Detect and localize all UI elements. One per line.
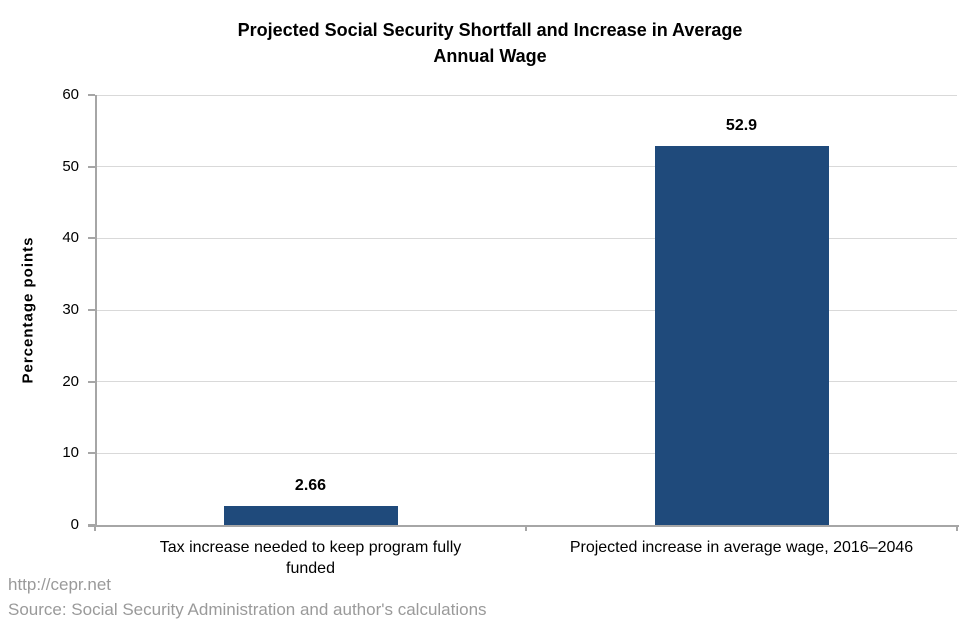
y-tick-mark (88, 165, 95, 168)
gridline (95, 237, 957, 239)
x-tick-mark (94, 525, 96, 531)
footer-url: http://cepr.net (8, 575, 112, 594)
chart-footer: http://cepr.net Source: Social Security … (8, 572, 487, 622)
gridline (95, 452, 957, 454)
plot-area: 0 10 20 30 40 50 60 2.66 Tax increase needed to … (62, 86, 959, 577)
gridline (95, 381, 957, 383)
y-tick-label: 0 (70, 516, 79, 533)
gridline (95, 309, 957, 311)
y-tick-label: 10 (62, 444, 79, 462)
y-tick-mark (88, 94, 95, 96)
y-tick-mark (88, 452, 95, 455)
y-tick-mark (88, 380, 95, 383)
gridline (95, 94, 957, 96)
y-axis-line (95, 95, 97, 527)
y-tick-label: 20 (62, 372, 79, 390)
x-axis-line (88, 525, 959, 527)
y-tick-mark (88, 309, 95, 311)
y-tick-label: 60 (62, 86, 79, 103)
footer-source: Source: Social Security Administration a… (8, 600, 487, 619)
bar (654, 145, 829, 525)
bar-value-label: 2.66 (294, 476, 327, 494)
y-tick-label: 40 (62, 229, 79, 247)
bar-value-label: 52.9 (725, 116, 758, 134)
y-tick-mark (88, 524, 95, 526)
category-label: Tax increase needed to keep program full… (159, 539, 462, 577)
x-tick-mark (956, 525, 958, 531)
gridline (95, 166, 957, 168)
y-tick-mark (88, 237, 95, 240)
x-tick-mark (525, 525, 527, 531)
category-label: Projected increase in average wage, 2016… (569, 539, 914, 556)
chart-title: Projected Social Security Shortfall and … (237, 20, 743, 66)
y-tick-label: 50 (62, 157, 79, 175)
y-tick-label: 30 (62, 301, 79, 318)
bar (223, 505, 398, 525)
